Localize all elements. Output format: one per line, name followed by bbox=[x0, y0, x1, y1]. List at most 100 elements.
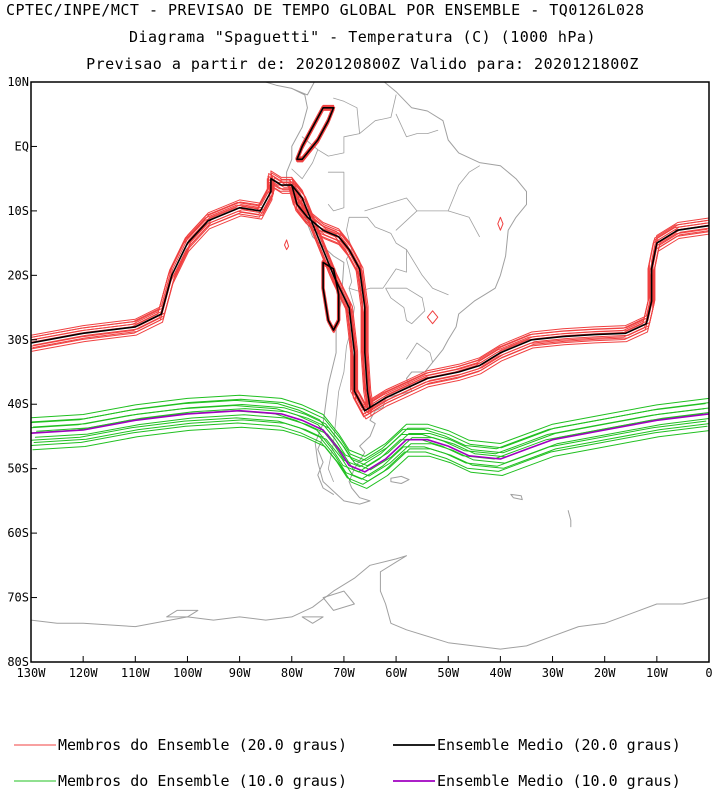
country-border bbox=[447, 165, 480, 212]
mean-20-contour bbox=[369, 224, 709, 409]
lon-tick-label: 120W bbox=[69, 666, 99, 680]
member-20-contour bbox=[367, 220, 708, 403]
mean-20-contour bbox=[322, 261, 340, 331]
member-20-contour bbox=[296, 109, 334, 162]
member-20-contour bbox=[369, 217, 709, 401]
lat-tick-label: 10S bbox=[7, 204, 29, 218]
lon-tick-label: 20W bbox=[594, 666, 616, 680]
coastline-falklands bbox=[390, 475, 410, 484]
member-10-contour bbox=[32, 426, 709, 489]
member-10-contour bbox=[33, 404, 709, 467]
legend-label: Membros do Ensemble (20.0 graus) bbox=[58, 736, 347, 754]
country-border bbox=[346, 216, 407, 292]
member-20-contour bbox=[33, 180, 374, 410]
member-10-contour bbox=[31, 398, 709, 461]
member-20-contour bbox=[31, 172, 372, 403]
member-20-contour bbox=[426, 310, 439, 325]
title-line-3: Previsao a partir de: 2020120800Z Valido… bbox=[86, 55, 639, 73]
lon-tick-label: 130W bbox=[17, 666, 47, 680]
country-border bbox=[301, 97, 360, 157]
country-border bbox=[395, 210, 480, 238]
lon-tick-label: 10W bbox=[646, 666, 668, 680]
title-line-1: CPTEC/INPE/MCT - PREVISAO DE TEMPO GLOBA… bbox=[6, 1, 645, 19]
legend-item: Ensemble Medio (10.0 graus) bbox=[393, 772, 681, 790]
lat-tick-label: 60S bbox=[7, 526, 29, 540]
legend-item: Ensemble Medio (20.0 graus) bbox=[393, 736, 681, 754]
lat-tick-label: 80S bbox=[7, 655, 29, 669]
member-20-contour bbox=[372, 227, 709, 410]
member-20-contour bbox=[370, 233, 709, 417]
member-20-contour bbox=[32, 182, 373, 413]
member-20-contour bbox=[31, 178, 367, 408]
coastline-antarctic-island bbox=[322, 590, 355, 611]
lat-tick-label: 20S bbox=[7, 268, 29, 282]
legend: Membros do Ensemble (20.0 graus) Ensemble… bbox=[14, 736, 681, 790]
member-20-contour bbox=[497, 216, 504, 231]
member-20-contour bbox=[284, 239, 290, 251]
lon-tick-label: 30W bbox=[542, 666, 564, 680]
country-border bbox=[327, 171, 345, 212]
member-20-contour bbox=[32, 175, 372, 405]
mean-20-contour bbox=[296, 107, 335, 161]
map-plot-area bbox=[31, 82, 709, 650]
mean-10-contour bbox=[31, 409, 709, 473]
legend-label: Membros do Ensemble (10.0 graus) bbox=[58, 772, 347, 790]
lon-tick-label: 50W bbox=[437, 666, 459, 680]
coastline-central-america bbox=[265, 82, 293, 89]
member-20-contour bbox=[371, 230, 709, 413]
country-border bbox=[406, 342, 433, 363]
title-line-2: Diagrama "Spaguetti" - Temperatura (C) (… bbox=[128, 28, 596, 46]
member-20-contour bbox=[297, 106, 335, 159]
member-10-contour bbox=[34, 414, 709, 477]
country-border bbox=[385, 287, 426, 325]
member-10-contour bbox=[31, 394, 709, 457]
legend-label: Ensemble Medio (10.0 graus) bbox=[437, 772, 681, 790]
lon-tick-label: 40W bbox=[490, 666, 512, 680]
lat-tick-label: EQ bbox=[15, 139, 29, 153]
lon-tick-label: 100W bbox=[173, 666, 203, 680]
coastline-south-sandwich bbox=[567, 510, 572, 528]
member-20-contour bbox=[292, 192, 372, 420]
member-20-contour bbox=[31, 173, 369, 403]
lat-tick-label: 30S bbox=[7, 333, 29, 347]
coastline-chile-islands bbox=[317, 435, 334, 495]
country-border bbox=[395, 113, 439, 138]
coastline-south-georgia bbox=[510, 493, 523, 501]
member-10-contour bbox=[31, 399, 706, 463]
lat-tick-label: 10N bbox=[7, 75, 29, 89]
country-border bbox=[406, 249, 449, 296]
member-20-contour bbox=[31, 181, 369, 412]
lat-tick-label: 70S bbox=[7, 591, 29, 605]
member-20-contour bbox=[296, 104, 334, 158]
mean-20-contour bbox=[31, 177, 371, 409]
lon-tick-label: 60W bbox=[385, 666, 407, 680]
lat-tick-label: 40S bbox=[7, 397, 29, 411]
lon-tick-label: 0 bbox=[705, 666, 712, 680]
lon-tick-label: 70W bbox=[333, 666, 355, 680]
coastline-antarctic-island bbox=[301, 616, 324, 624]
member-20-contour bbox=[31, 184, 370, 415]
country-border bbox=[291, 149, 319, 180]
member-20-contour bbox=[31, 175, 368, 406]
member-10-contour bbox=[33, 419, 709, 482]
member-20-contour bbox=[295, 108, 334, 161]
coastline-antarctic-island bbox=[166, 609, 199, 618]
member-20-contour bbox=[296, 109, 335, 163]
map-frame bbox=[30, 81, 710, 663]
member-20-contour bbox=[291, 176, 371, 404]
legend-item: Membros do Ensemble (10.0 graus) bbox=[14, 772, 347, 790]
lon-tick-label: 110W bbox=[121, 666, 151, 680]
coastline-south-america bbox=[286, 82, 527, 505]
country-border bbox=[359, 94, 397, 134]
legend-item: Membros do Ensemble (20.0 graus) bbox=[14, 736, 347, 754]
lon-tick-label: 80W bbox=[281, 666, 303, 680]
member-20-contour bbox=[31, 170, 371, 401]
country-border bbox=[364, 197, 418, 212]
legend-label: Ensemble Medio (20.0 graus) bbox=[437, 736, 681, 754]
lon-tick-label: 90W bbox=[229, 666, 251, 680]
coastline-antarctica bbox=[31, 555, 709, 650]
lat-tick-label: 50S bbox=[7, 462, 29, 476]
member-10-contour bbox=[31, 405, 705, 468]
